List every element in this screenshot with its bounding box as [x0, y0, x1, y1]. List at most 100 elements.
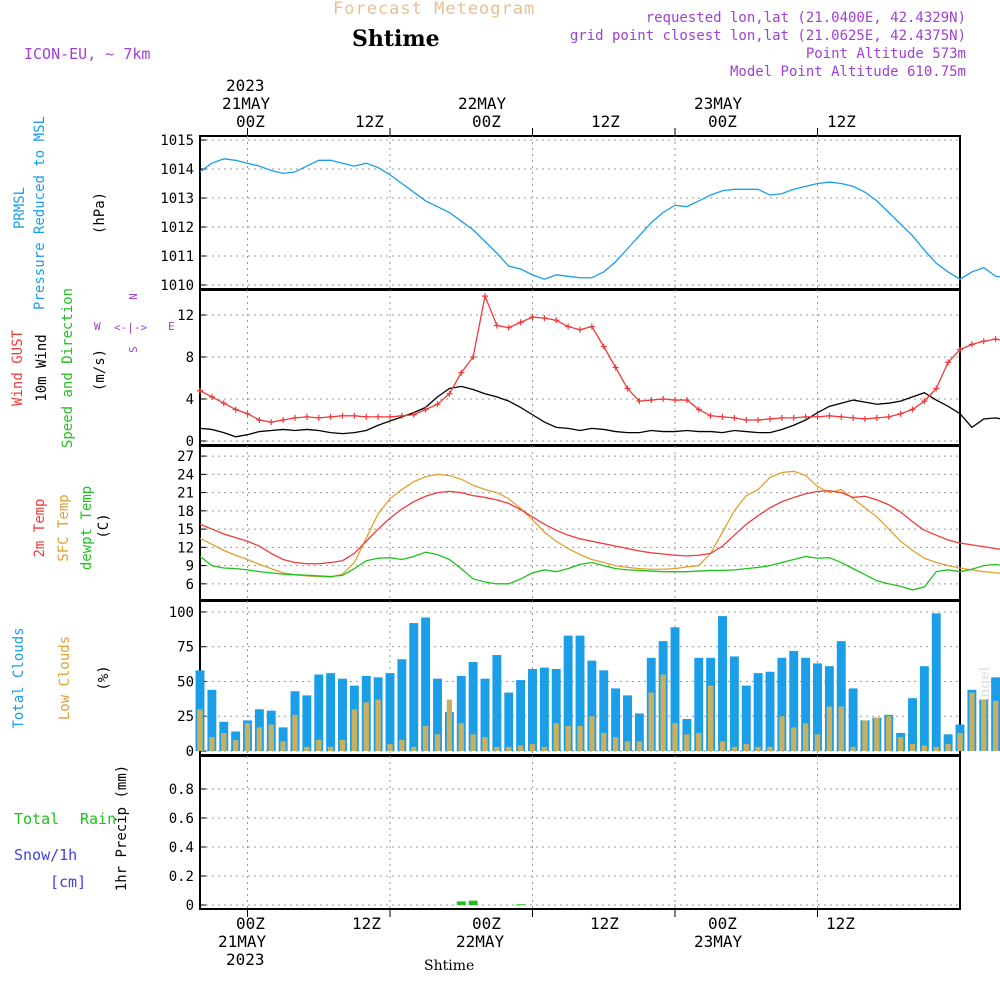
- bar-total-clouds: [741, 685, 751, 751]
- bar-low-clouds: [624, 741, 631, 751]
- y-tick-label: 0.8: [169, 782, 194, 798]
- gust-marker: [315, 414, 322, 421]
- bar-low-clouds: [375, 699, 381, 751]
- bar-total-clouds: [516, 680, 526, 751]
- bar-low-clouds: [672, 723, 678, 751]
- top-hour-1: 00Z: [236, 112, 265, 131]
- bar-low-clouds: [933, 746, 939, 751]
- legend-snow: Snow/1h: [14, 846, 78, 864]
- panel-frame-pressure: [199, 135, 961, 290]
- bar-low-clouds: [268, 724, 274, 751]
- bar-low-clouds: [387, 744, 393, 751]
- bar-low-clouds: [802, 723, 809, 751]
- gust-marker: [838, 413, 845, 420]
- gust-marker: [624, 385, 631, 392]
- bar-low-clouds: [292, 714, 298, 751]
- bar-total-clouds: [302, 695, 312, 751]
- bar-low-clouds: [743, 744, 749, 751]
- bar-low-clouds: [992, 700, 999, 751]
- top-date-2: 22MAY: [458, 94, 507, 113]
- bar-low-clouds: [316, 739, 322, 751]
- gust-marker: [826, 412, 833, 419]
- gust-marker: [957, 346, 963, 353]
- bar-total-clouds: [848, 688, 858, 751]
- gust-marker: [256, 417, 263, 423]
- gust-marker: [743, 417, 750, 423]
- bar-low-clouds: [494, 746, 500, 751]
- top-year: 2023: [226, 76, 265, 95]
- y-tick-label: 1011: [160, 249, 194, 265]
- bar-low-clouds: [814, 734, 821, 751]
- bar-total-clouds: [765, 671, 775, 751]
- bar-total-clouds: [813, 663, 822, 751]
- gust-marker: [351, 412, 358, 419]
- requested-coords: requested lon,lat (21.0400E, 42.4329N): [645, 10, 966, 26]
- bar-total-clouds: [943, 734, 953, 751]
- bar-low-clouds: [411, 746, 417, 751]
- bar-low-clouds: [636, 741, 643, 751]
- bar-total-clouds: [338, 678, 347, 751]
- y-tick-label: 1012: [160, 220, 194, 236]
- gust-marker: [648, 397, 655, 404]
- gust-marker: [921, 398, 928, 405]
- bar-total-clouds: [278, 727, 288, 751]
- gust-marker: [446, 390, 453, 397]
- bottom-date-2: 22MAY: [456, 932, 505, 951]
- bar-total-clouds: [492, 655, 502, 751]
- bar-low-clouds: [707, 685, 714, 751]
- gust-marker: [410, 411, 417, 418]
- gust-marker: [529, 314, 536, 321]
- top-hour-4: 12Z: [591, 112, 620, 131]
- gust-marker: [968, 341, 975, 348]
- bar-total-clouds: [539, 667, 549, 751]
- bar-low-clouds: [826, 706, 833, 751]
- top-date-1: 21MAY: [222, 94, 271, 113]
- bar-total-clouds: [836, 641, 846, 751]
- bar-low-clouds: [862, 720, 868, 751]
- bar-low-clouds: [791, 727, 797, 751]
- gust-marker: [398, 412, 405, 419]
- gust-marker: [980, 338, 987, 345]
- gust-marker: [553, 317, 560, 324]
- gust-marker: [933, 385, 940, 392]
- bar-total-clouds: [409, 623, 419, 751]
- bar-low-clouds: [577, 725, 583, 751]
- bar-total-clouds: [504, 692, 514, 751]
- bar-low-clouds: [304, 746, 310, 751]
- gust-marker: [493, 322, 500, 329]
- bar-total-clouds: [575, 635, 585, 751]
- bar-low-clouds: [945, 744, 951, 751]
- y-tick-label: 100: [169, 605, 194, 621]
- bar-total-clouds: [634, 713, 644, 751]
- bar-total-clouds: [326, 673, 336, 751]
- gust-marker: [683, 397, 690, 404]
- bar-low-clouds: [482, 737, 488, 751]
- bar-total-clouds: [314, 674, 324, 751]
- bar-low-clouds: [874, 717, 880, 751]
- y-tick-label: 27: [177, 449, 194, 465]
- bar-low-clouds: [779, 716, 785, 751]
- gust-marker: [434, 401, 441, 408]
- series-wind-gust: [199, 293, 1000, 423]
- compass-e: E: [168, 320, 175, 333]
- bar-low-clouds: [399, 739, 405, 751]
- bar-low-clouds: [648, 692, 654, 751]
- gust-marker: [897, 410, 904, 417]
- series-2m-temp: [199, 490, 1000, 565]
- gust-marker: [577, 326, 583, 333]
- panel-frame-wind: [199, 289, 961, 446]
- gust-marker: [220, 400, 227, 407]
- bar-total-clouds: [670, 627, 680, 751]
- bar-low-clouds: [731, 746, 738, 751]
- y-tick-label: 24: [177, 467, 194, 483]
- bar-total-clouds: [801, 657, 811, 751]
- legend-total: Total: [14, 810, 60, 828]
- bar-low-clouds: [458, 723, 464, 751]
- gust-marker: [600, 343, 607, 350]
- gust-marker: [422, 406, 429, 413]
- bar-total-clouds: [777, 657, 787, 751]
- bar-low-clouds: [897, 737, 904, 751]
- bar-total-clouds: [587, 660, 597, 751]
- bar-low-clouds: [232, 739, 239, 751]
- y-tick-label: 8: [186, 350, 194, 366]
